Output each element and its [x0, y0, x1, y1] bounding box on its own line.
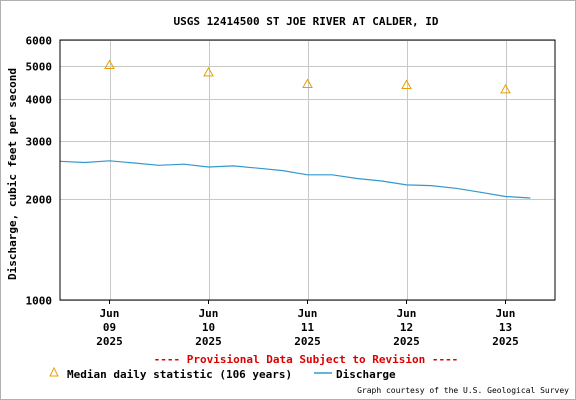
legend-median-label: Median daily statistic (106 years)	[67, 368, 292, 381]
y-tick-label: 5000	[26, 61, 53, 74]
x-tick-year: 2025	[96, 335, 123, 348]
y-tick-label: 1000	[26, 295, 53, 308]
x-tick-year: 2025	[294, 335, 321, 348]
y-tick-label: 2000	[26, 194, 53, 207]
chart-title: USGS 12414500 ST JOE RIVER AT CALDER, ID	[174, 15, 439, 28]
x-tick-month: Jun	[298, 307, 318, 320]
median-marker	[104, 59, 115, 70]
y-axis-label: Discharge, cubic feet per second	[6, 68, 19, 280]
x-tick-month: Jun	[397, 307, 417, 320]
legend-discharge-label: Discharge	[336, 368, 396, 381]
discharge-line	[59, 160, 531, 199]
axis-labels: 100020003000400050006000Jun092025Jun1020…	[26, 35, 519, 349]
x-tick-year: 2025	[195, 335, 222, 348]
series-layer	[59, 59, 531, 199]
x-tick-year: 2025	[393, 335, 420, 348]
legend-median-marker	[49, 366, 59, 377]
x-tick-day: 10	[202, 321, 215, 334]
median-marker	[203, 66, 214, 77]
y-tick-label: 6000	[26, 35, 53, 48]
x-tick-day: 13	[499, 321, 512, 334]
x-tick-day: 12	[400, 321, 413, 334]
x-tick-day: 09	[103, 321, 116, 334]
median-marker	[500, 83, 511, 94]
legend: Median daily statistic (106 years) Disch…	[49, 366, 396, 381]
x-tick-month: Jun	[100, 307, 120, 320]
y-tick-label: 4000	[26, 94, 53, 107]
provisional-note: ---- Provisional Data Subject to Revisio…	[154, 353, 459, 366]
y-tick-label: 3000	[26, 136, 53, 149]
median-marker	[401, 79, 412, 90]
x-tick-month: Jun	[199, 307, 219, 320]
x-tick-day: 11	[301, 321, 315, 334]
x-tick-year: 2025	[492, 335, 519, 348]
x-tick-month: Jun	[496, 307, 516, 320]
median-marker	[302, 78, 313, 89]
credit-text: Graph courtesy of the U.S. Geological Su…	[357, 386, 569, 395]
